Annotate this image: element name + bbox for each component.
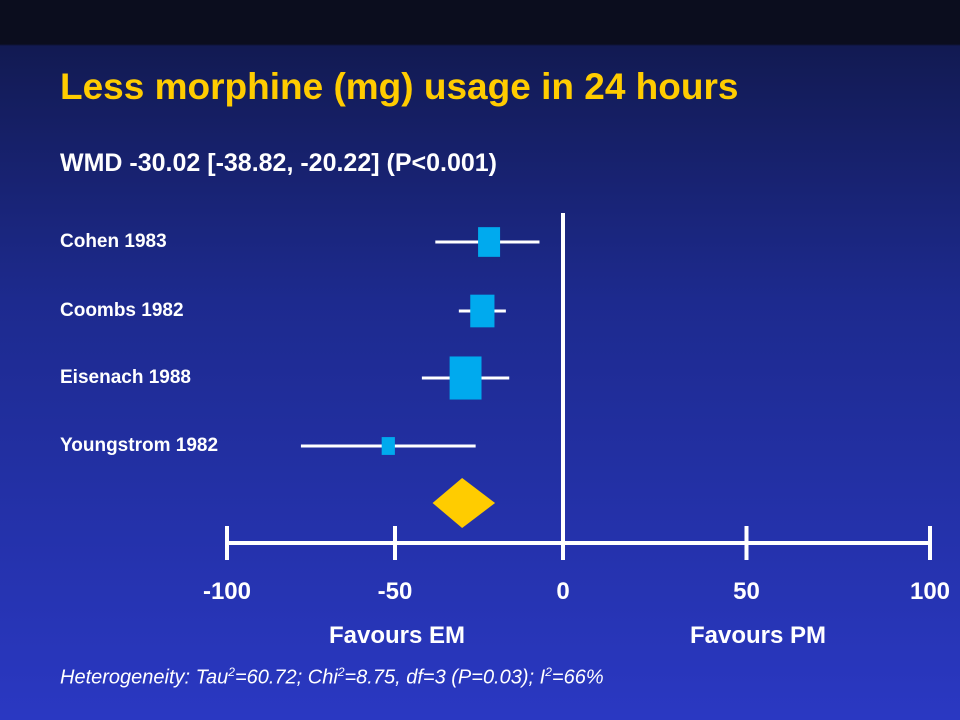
study-label: Eisenach 1988: [60, 367, 191, 388]
x-tick-label: -100: [202, 578, 252, 605]
study-label: Cohen 1983: [60, 231, 167, 252]
x-tick-label: 100: [909, 578, 951, 605]
study-point-estimate: [478, 227, 501, 257]
study-point-estimate: [470, 294, 495, 328]
x-tick-label: 50: [733, 578, 760, 605]
footnote-chi-sup: 2: [337, 665, 345, 679]
study-label: Coombs 1982: [60, 300, 184, 321]
study-point-estimate: [381, 437, 395, 455]
footnote-chi-value: =8.75, df=3 (P=0.03); I: [344, 666, 546, 689]
footnote-i-value: =66%: [551, 666, 604, 689]
footnote-tau: Heterogeneity: Tau: [60, 666, 229, 689]
study-point-estimate: [449, 356, 482, 400]
favours-em-label: Favours EM: [328, 622, 466, 649]
pooled-effect-summary: WMD -30.02 [-38.82, -20.22] (P<0.001): [60, 149, 497, 177]
heterogeneity-footnote: Heterogeneity: Tau2=60.72; Chi2=8.75, df…: [60, 665, 604, 690]
x-tick-label: 0: [556, 578, 570, 605]
study-label: Youngstrom 1982: [60, 435, 219, 456]
footnote-tau-value: =60.72; Chi: [234, 666, 338, 689]
pooled-estimate-diamond: [432, 478, 496, 528]
x-tick-label: -50: [377, 578, 413, 605]
footnote-tau-sup: 2: [228, 665, 235, 679]
favours-pm-label: Favours PM: [689, 622, 827, 649]
footnote-i-sup: 2: [545, 665, 552, 679]
page-title: Less morphine (mg) usage in 24 hours: [60, 66, 739, 107]
